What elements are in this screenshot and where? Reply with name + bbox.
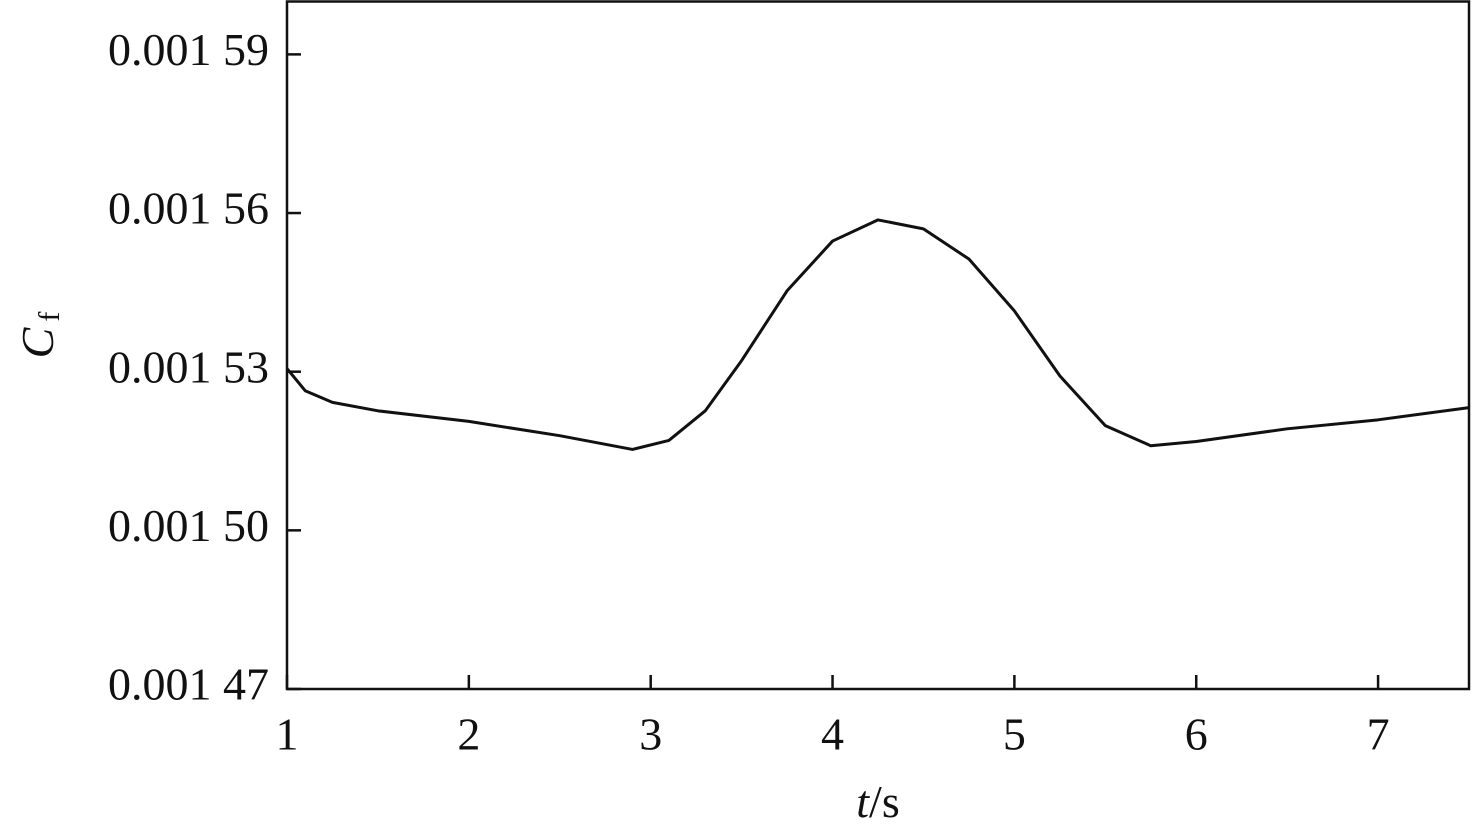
y-tick-label: 0.001 47: [108, 659, 269, 710]
x-tick-label: 3: [639, 709, 662, 760]
y-tick-label: 0.001 50: [108, 500, 269, 551]
y-tick-label: 0.001 59: [108, 24, 269, 75]
y-tick-label: 0.001 53: [108, 341, 269, 392]
data-line: [285, 218, 1470, 451]
x-tick-label: 1: [276, 709, 299, 760]
y-axis-label-symbol: C: [12, 326, 63, 358]
x-axis-label: t/s: [856, 776, 899, 827]
x-tick-label: 6: [1185, 709, 1208, 760]
x-axis-label-unit: /s: [869, 776, 900, 827]
x-axis-label-symbol: t: [856, 776, 870, 827]
x-tick-label: 4: [821, 709, 844, 760]
x-tick-label: 5: [1003, 709, 1026, 760]
y-axis-label-subscript: f: [33, 312, 66, 322]
y-tick-label: 0.001 56: [108, 183, 269, 234]
x-tick-label: 7: [1367, 709, 1390, 760]
y-axis-label: Cf: [12, 312, 66, 359]
plot-frame: [285, 0, 1471, 691]
x-tick-label: 2: [457, 709, 480, 760]
